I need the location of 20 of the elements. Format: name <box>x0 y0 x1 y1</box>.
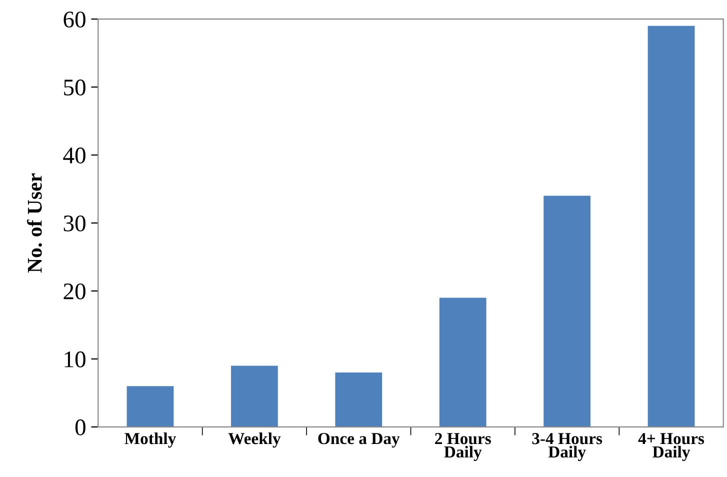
x-tick-label: 2 Hours Daily <box>435 433 491 462</box>
x-tick-label: 4+ Hours Daily <box>638 433 704 462</box>
y-axis-title: No. of User <box>26 173 42 273</box>
y-tick-label: 30 <box>64 215 86 232</box>
y-tick-label: 0 <box>75 419 86 436</box>
bar <box>126 386 174 427</box>
y-tick-label: 20 <box>64 283 86 300</box>
bar <box>439 298 486 427</box>
y-tick-label: 40 <box>63 148 86 164</box>
bar <box>231 366 278 427</box>
bar <box>335 372 382 427</box>
x-tick-label: 3-4 Hours Daily <box>532 433 602 462</box>
bar <box>648 26 695 427</box>
bar <box>544 196 591 427</box>
y-tick-label: 10 <box>64 351 86 368</box>
y-tick-label: 50 <box>64 80 86 96</box>
x-tick-label: Mothly <box>124 432 176 448</box>
x-tick-label: Weekly <box>228 432 281 448</box>
x-tick-label: Once a Day <box>318 432 400 448</box>
y-tick-label: 60 <box>64 12 86 28</box>
